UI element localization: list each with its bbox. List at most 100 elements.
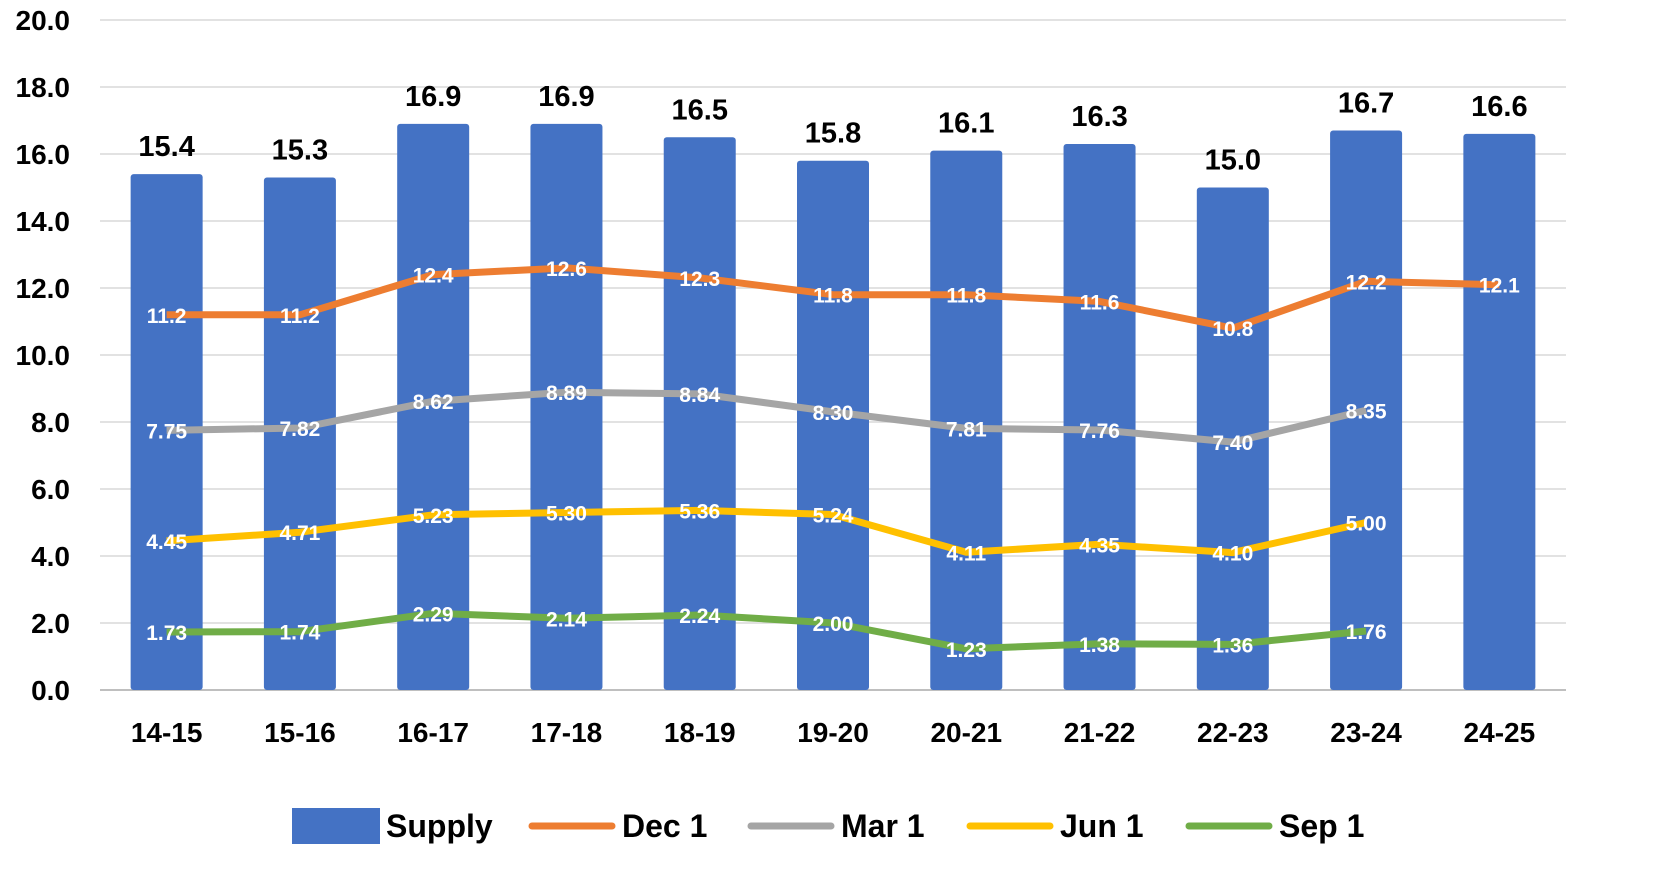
point-label-sep-1: 2.14 xyxy=(546,608,587,631)
point-label-mar-1: 7.81 xyxy=(946,418,987,441)
x-tick-label: 24-25 xyxy=(1464,717,1536,748)
y-tick-label: 20.0 xyxy=(16,5,71,36)
x-tick-label: 14-15 xyxy=(131,717,203,748)
legend-item-jun-1: Jun 1 xyxy=(966,808,1144,844)
legend-item-supply: Supply xyxy=(292,808,493,844)
y-tick-label: 14.0 xyxy=(16,206,71,237)
point-label-mar-1: 8.30 xyxy=(813,402,854,425)
point-label-jun-1: 5.30 xyxy=(546,502,587,525)
point-label-jun-1: 5.24 xyxy=(813,504,854,527)
line-dec-1 xyxy=(166,264,1500,332)
point-label-jun-1: 4.45 xyxy=(146,531,187,554)
point-label-dec-1: 10.8 xyxy=(1212,318,1253,341)
bar-supply-15-16 xyxy=(263,177,336,690)
point-label-dec-1: 12.4 xyxy=(413,265,454,288)
legend: Supply Dec 1 Mar 1 Jun 1 Sep 1 xyxy=(292,808,1364,844)
point-label-dec-1: 12.2 xyxy=(1346,271,1387,294)
point-label-mar-1: 8.84 xyxy=(679,384,720,407)
y-tick-label: 2.0 xyxy=(31,608,70,639)
axes: 0.0 2.0 4.0 6.0 8.0 10.0 12.0 14.0 16.0 18.0 20.0 1… xyxy=(16,5,1566,748)
point-label-dec-1: 12.1 xyxy=(1479,275,1520,298)
bar-value-label: 16.9 xyxy=(538,81,594,113)
y-tick-label: 8.0 xyxy=(31,407,70,438)
bar-supply-16-17 xyxy=(397,123,470,691)
line-jun-1 xyxy=(166,506,1367,557)
point-label-jun-1: 5.36 xyxy=(679,500,720,523)
line-sep-1 xyxy=(166,609,1367,653)
x-tick-label: 19-20 xyxy=(797,717,869,748)
bar-value-label: 16.5 xyxy=(672,94,728,126)
bar-supply-21-22 xyxy=(1063,143,1136,690)
point-label-dec-1: 11.8 xyxy=(946,285,986,308)
bar-value-label: 16.3 xyxy=(1071,101,1127,133)
y-tick-label: 0.0 xyxy=(31,675,70,706)
point-label-jun-1: 4.71 xyxy=(279,522,320,545)
point-label-sep-1: 1.73 xyxy=(146,622,187,645)
legend-label: Dec 1 xyxy=(622,808,707,844)
point-label-dec-1: 11.2 xyxy=(280,305,320,328)
point-label-mar-1: 7.76 xyxy=(1079,420,1120,443)
bar-supply-24-25 xyxy=(1463,133,1536,690)
x-tick-label: 20-21 xyxy=(930,717,1002,748)
series-lines xyxy=(166,264,1500,653)
point-label-sep-1: 1.36 xyxy=(1212,634,1253,657)
y-tick-label: 6.0 xyxy=(31,474,70,505)
legend-label: Sep 1 xyxy=(1279,808,1364,844)
bar-supply-20-21 xyxy=(930,150,1003,690)
point-label-sep-1: 2.24 xyxy=(679,605,720,628)
bar-value-label: 15.8 xyxy=(805,118,861,150)
legend-label: Jun 1 xyxy=(1060,808,1144,844)
y-tick-label: 10.0 xyxy=(16,340,71,371)
point-label-jun-1: 5.00 xyxy=(1346,513,1387,536)
point-label-mar-1: 7.82 xyxy=(279,418,320,441)
point-label-mar-1: 8.62 xyxy=(413,391,454,414)
point-label-mar-1: 7.40 xyxy=(1212,432,1253,455)
bar-value-label: 16.7 xyxy=(1338,88,1394,120)
point-label-jun-1: 4.11 xyxy=(946,542,986,565)
point-label-mar-1: 8.89 xyxy=(546,382,587,405)
point-label-sep-1: 2.00 xyxy=(813,613,854,636)
legend-item-sep-1: Sep 1 xyxy=(1185,808,1364,844)
legend-swatch-supply xyxy=(292,808,380,844)
x-tick-label: 22-23 xyxy=(1197,717,1269,748)
point-label-sep-1: 1.23 xyxy=(946,639,987,662)
point-label-jun-1: 5.23 xyxy=(413,505,454,528)
point-label-sep-1: 2.29 xyxy=(413,603,454,626)
legend-label: Mar 1 xyxy=(841,808,925,844)
point-label-mar-1: 8.35 xyxy=(1346,400,1387,423)
point-label-sep-1: 1.74 xyxy=(279,622,320,645)
x-tick-label: 21-22 xyxy=(1064,717,1136,748)
point-label-sep-1: 1.38 xyxy=(1079,634,1120,657)
bar-supply-17-18 xyxy=(530,123,603,691)
legend-label: Supply xyxy=(386,808,493,844)
y-tick-label: 16.0 xyxy=(16,139,71,170)
point-label-dec-1: 11.6 xyxy=(1080,291,1120,314)
point-label-dec-1: 11.8 xyxy=(813,285,853,308)
point-label-dec-1: 12.3 xyxy=(679,268,720,291)
point-label-jun-1: 4.10 xyxy=(1212,543,1253,566)
bar-value-label: 15.3 xyxy=(272,134,328,166)
x-tick-label: 16-17 xyxy=(397,717,469,748)
bar-value-label: 16.1 xyxy=(938,108,994,140)
x-tick-label: 23-24 xyxy=(1330,717,1402,748)
bar-value-label: 15.4 xyxy=(138,131,194,163)
legend-item-mar-1: Mar 1 xyxy=(747,808,925,844)
point-label-sep-1: 1.76 xyxy=(1346,621,1387,644)
x-tick-label: 17-18 xyxy=(531,717,603,748)
bar-value-label: 16.9 xyxy=(405,81,461,113)
point-label-mar-1: 7.75 xyxy=(146,420,187,443)
x-tick-label: 18-19 xyxy=(664,717,736,748)
point-label-jun-1: 4.35 xyxy=(1079,534,1120,557)
x-tick-label: 15-16 xyxy=(264,717,336,748)
point-label-dec-1: 12.6 xyxy=(546,258,587,281)
bar-value-label: 16.6 xyxy=(1471,91,1527,123)
bar-supply-19-20 xyxy=(797,160,869,690)
y-tick-label: 12.0 xyxy=(16,273,71,304)
bar-value-label: 15.0 xyxy=(1205,145,1261,177)
point-label-dec-1: 11.2 xyxy=(147,305,187,328)
data-labels: 15.4 15.3 16.9 16.9 16.5 15.8 16.1 16.3 15.0 16.7… xyxy=(138,81,1527,662)
legend-item-dec-1: Dec 1 xyxy=(528,808,707,844)
line-mar-1 xyxy=(166,388,1367,446)
y-tick-label: 4.0 xyxy=(31,541,70,572)
